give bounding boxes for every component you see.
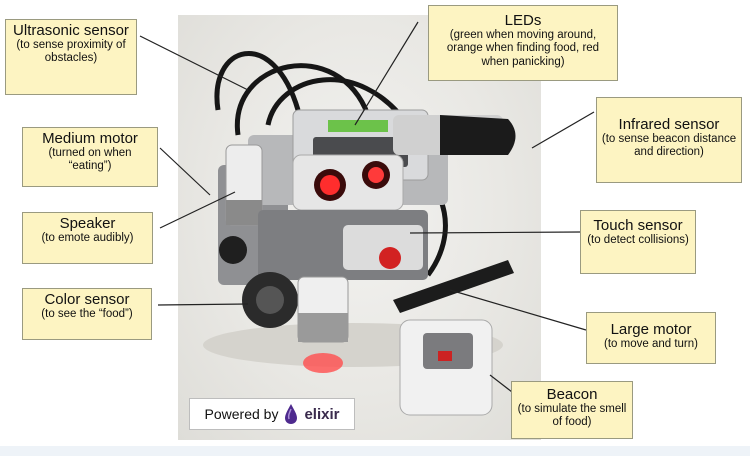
line-speaker: [159, 191, 236, 229]
powered-by-badge: Powered by elixir: [189, 398, 355, 430]
line-ultrasonic: [139, 35, 249, 91]
line-beacon: [489, 374, 513, 393]
callout-title: Ultrasonic sensor: [13, 22, 129, 39]
callout-title: Color sensor: [44, 291, 130, 308]
callout-ultrasonic-sensor: Ultrasonic sensor (to sense proximity of…: [5, 19, 137, 95]
callout-medium-motor: Medium motor (turned on when “eating”): [22, 127, 158, 187]
callout-title: Speaker: [59, 215, 116, 232]
callout-title: Large motor: [610, 321, 692, 338]
line-leds: [354, 21, 419, 126]
callout-infrared-sensor: Infrared sensor (to sense beacon distanc…: [596, 97, 742, 183]
callout-title: Touch sensor: [593, 217, 683, 234]
elixir-brand: elixir: [304, 405, 340, 423]
callout-color-sensor: Color sensor (to see the “food”): [22, 288, 152, 340]
callout-desc: (to sense beacon distance and direction): [601, 133, 737, 159]
callout-title: Medium motor: [42, 130, 138, 147]
powered-by-label: Powered by: [204, 406, 279, 422]
callout-speaker: Speaker (to emote audibly): [22, 212, 153, 264]
line-touch: [409, 231, 581, 234]
robot-photo: [178, 15, 541, 440]
robot-illustration: [203, 51, 516, 416]
callout-touch-sensor: Touch sensor (to detect collisions): [580, 210, 696, 274]
callout-desc: (to detect collisions): [587, 234, 689, 247]
callout-title: LEDs: [504, 12, 542, 29]
callout-desc: (to emote audibly): [41, 232, 134, 245]
callout-beacon: Beacon (to simulate the smell of food): [511, 381, 633, 439]
elixir-drop-icon: [285, 404, 298, 424]
callout-title: Infrared sensor: [618, 116, 720, 133]
callout-leds: LEDs (green when moving around, orange w…: [428, 5, 618, 81]
line-infrared: [531, 111, 595, 149]
callout-desc: (to sense proximity of obstacles): [16, 39, 126, 65]
callout-desc: (turned on when “eating”): [48, 147, 132, 173]
callout-title: Beacon: [546, 386, 598, 403]
callout-desc: (to see the “food”): [41, 308, 133, 321]
bottom-strip: [0, 446, 750, 456]
line-medium-motor: [159, 147, 211, 196]
line-color-sensor: [157, 303, 249, 306]
callout-desc: (to simulate the smell of food): [517, 403, 627, 429]
line-large-motor: [449, 289, 587, 331]
callout-desc: (to move and turn): [604, 338, 698, 351]
callout-large-motor: Large motor (to move and turn): [586, 312, 716, 364]
callout-desc: (green when moving around, orange when f…: [446, 29, 600, 68]
